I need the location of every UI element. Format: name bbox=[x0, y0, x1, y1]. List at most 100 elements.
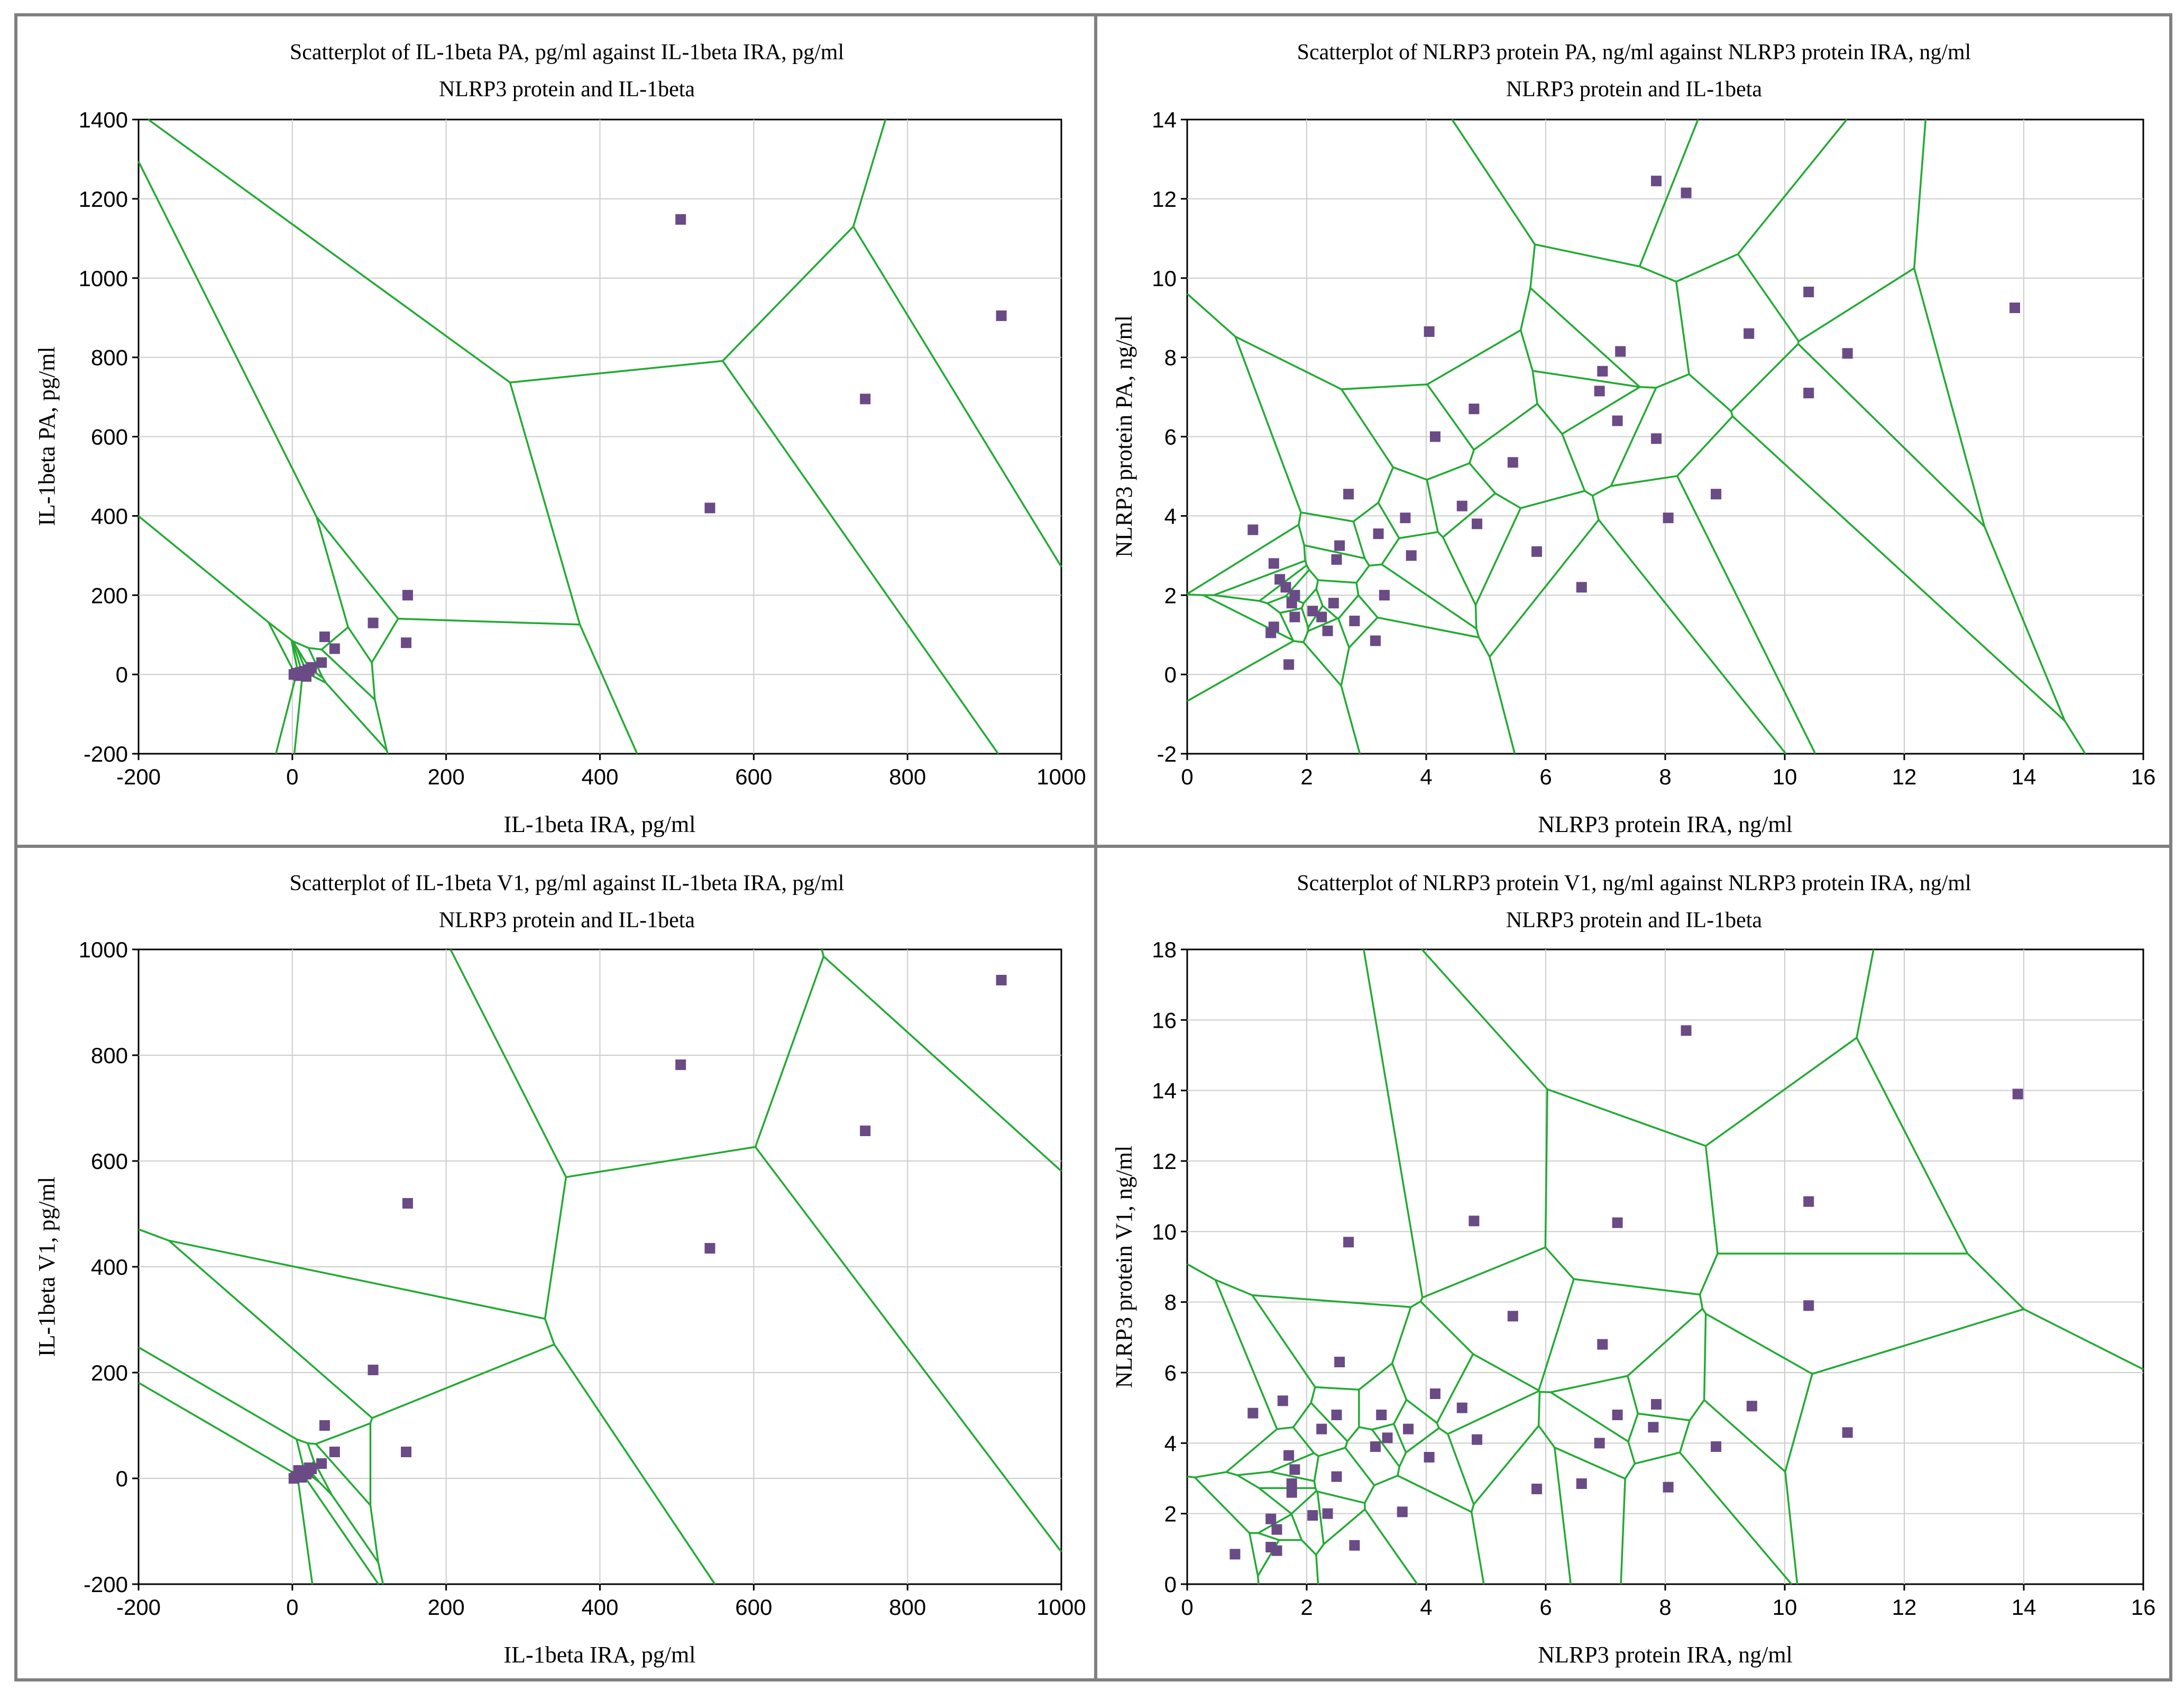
voronoi-edge bbox=[1303, 588, 1317, 604]
voronoi-edge bbox=[1705, 1037, 1858, 1147]
data-point bbox=[1349, 1540, 1360, 1551]
voronoi-edge bbox=[1322, 605, 1338, 619]
voronoi-edge bbox=[1679, 1451, 1793, 1585]
voronoi-edge bbox=[1313, 1452, 1319, 1457]
data-point bbox=[1576, 1478, 1587, 1489]
data-point bbox=[996, 310, 1007, 321]
voronoi-edge bbox=[1317, 1491, 1365, 1504]
y-tick-label: 0 bbox=[1164, 1572, 1177, 1597]
data-point bbox=[1331, 1471, 1342, 1482]
y-tick-label: 12 bbox=[1152, 187, 1177, 212]
data-point bbox=[368, 617, 379, 628]
voronoi-edge bbox=[1214, 1279, 1278, 1430]
data-point bbox=[1382, 1432, 1393, 1443]
voronoi-edge bbox=[1494, 492, 1521, 509]
voronoi-edge bbox=[268, 621, 292, 641]
voronoi-edge bbox=[1302, 642, 1342, 687]
data-point bbox=[1531, 546, 1543, 557]
voronoi-edge bbox=[1547, 1088, 1706, 1147]
voronoi-edge bbox=[1226, 1471, 1238, 1476]
data-point bbox=[1507, 457, 1518, 468]
voronoi-edge bbox=[1470, 1512, 1485, 1585]
x-tick-label: 600 bbox=[735, 764, 772, 789]
data-point bbox=[329, 1447, 340, 1457]
voronoi-edge bbox=[1469, 449, 1475, 464]
voronoi-edge bbox=[371, 662, 376, 700]
data-point bbox=[1331, 554, 1342, 565]
voronoi-edge bbox=[1442, 492, 1496, 538]
voronoi-edge bbox=[1371, 1429, 1400, 1467]
data-point bbox=[1803, 1300, 1814, 1311]
voronoi-edge bbox=[1391, 1306, 1412, 1364]
voronoi-edge bbox=[1355, 565, 1370, 583]
voronoi-edge bbox=[318, 1481, 333, 1495]
data-point bbox=[1322, 1508, 1333, 1519]
voronoi-edge bbox=[1913, 268, 1986, 527]
voronoi-edge bbox=[1301, 602, 1305, 609]
data-point bbox=[319, 631, 330, 642]
voronoi-edge bbox=[1426, 479, 1439, 533]
voronoi-edge bbox=[1270, 1470, 1315, 1482]
voronoi-edge bbox=[544, 1177, 567, 1319]
voronoi-edge bbox=[1730, 343, 1799, 412]
voronoi-edge bbox=[1203, 594, 1293, 641]
voronoi-edge bbox=[1470, 1504, 1475, 1513]
voronoi-edge bbox=[1703, 1313, 1707, 1400]
voronoi-edge bbox=[331, 1494, 379, 1564]
x-tick-label: 0 bbox=[286, 1595, 298, 1620]
voronoi-edge bbox=[1355, 582, 1360, 596]
voronoi-edge bbox=[1573, 1278, 1700, 1296]
voronoi-edge bbox=[293, 678, 304, 754]
data-point bbox=[1651, 1399, 1662, 1410]
voronoi-edge bbox=[509, 382, 581, 625]
y-axis-label: IL-1beta V1, pg/ml bbox=[34, 1177, 60, 1357]
data-point bbox=[1265, 627, 1277, 638]
data-point bbox=[1663, 1482, 1674, 1493]
voronoi-edge bbox=[347, 626, 373, 663]
voronoi-edge bbox=[1784, 1471, 1798, 1585]
voronoi-edge bbox=[1798, 267, 1915, 342]
x-axis-label: IL-1beta IRA, pg/ml bbox=[504, 811, 696, 837]
voronoi-edge bbox=[1187, 1263, 1216, 1281]
voronoi-edge bbox=[1337, 595, 1360, 619]
voronoi-edge bbox=[1420, 1301, 1474, 1355]
voronoi-edge bbox=[1532, 370, 1640, 388]
voronoi-edge bbox=[1348, 617, 1379, 648]
y-axis-label: IL-1beta PA, pg/ml bbox=[34, 346, 60, 526]
voronoi-edge bbox=[1656, 373, 1690, 389]
data-point bbox=[1648, 1422, 1659, 1433]
voronoi-edge bbox=[553, 1343, 716, 1585]
voronoi-edge bbox=[1426, 383, 1475, 451]
data-point bbox=[304, 665, 315, 676]
voronoi-edge bbox=[369, 1418, 373, 1424]
voronoi-edge bbox=[1315, 588, 1324, 606]
voronoi-edge bbox=[372, 1343, 555, 1419]
voronoi-edge bbox=[1737, 253, 1800, 342]
voronoi-edge bbox=[1913, 119, 1927, 269]
chart-title: Scatterplot of NLRP3 protein V1, ng/ml a… bbox=[1297, 871, 1971, 895]
x-tick-label: 400 bbox=[581, 764, 618, 789]
y-tick-label: 200 bbox=[91, 1360, 128, 1385]
voronoi-edge bbox=[268, 621, 297, 677]
voronoi-edge bbox=[320, 648, 376, 701]
data-point bbox=[1334, 1357, 1345, 1367]
data-point bbox=[1456, 500, 1467, 511]
voronoi-edge bbox=[1341, 383, 1427, 390]
voronoi-edge bbox=[315, 1443, 371, 1506]
y-tick-label: 800 bbox=[91, 1043, 128, 1068]
chart-subtitle: NLRP3 protein and IL-1beta bbox=[439, 77, 695, 102]
x-tick-label: 8 bbox=[1659, 1595, 1671, 1620]
y-tick-label: 6 bbox=[1164, 1360, 1177, 1385]
data-point bbox=[402, 1198, 413, 1209]
voronoi-edge bbox=[1364, 557, 1370, 566]
voronoi-edge bbox=[386, 749, 389, 754]
voronoi-edge bbox=[1421, 948, 1548, 1090]
voronoi-edge bbox=[1381, 563, 1477, 630]
voronoi-edge bbox=[1554, 1447, 1626, 1480]
voronoi-edge bbox=[1561, 433, 1586, 491]
data-point bbox=[1370, 635, 1381, 646]
voronoi-edge bbox=[1426, 329, 1521, 386]
data-point bbox=[401, 1447, 412, 1457]
data-point bbox=[402, 590, 413, 601]
x-tick-label: 10 bbox=[1773, 1595, 1797, 1620]
